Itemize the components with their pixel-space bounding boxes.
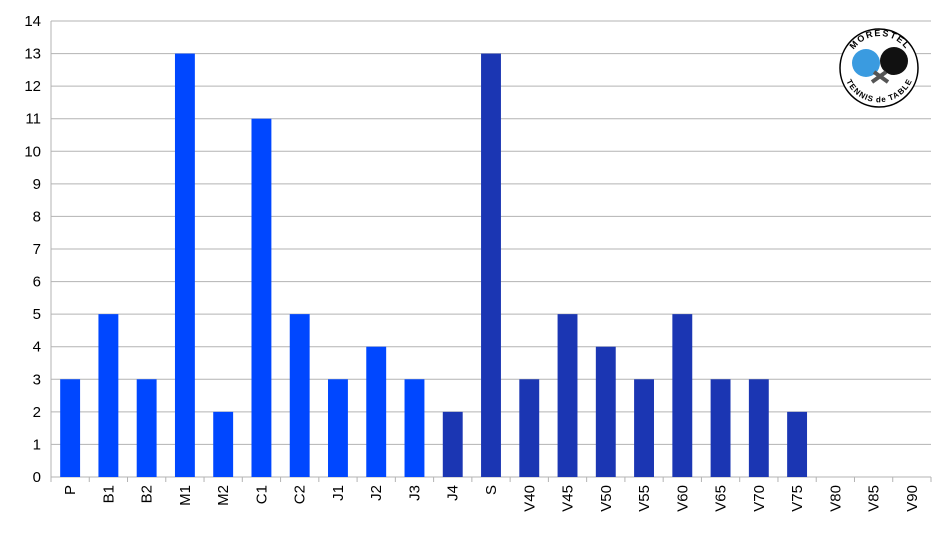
x-tick-label: J4 (445, 485, 462, 501)
x-tick-label: V50 (598, 485, 615, 512)
bar (251, 118, 272, 477)
bar (634, 379, 654, 477)
bar (595, 346, 616, 477)
x-tick-label: M2 (215, 485, 232, 506)
bar (174, 53, 195, 477)
x-tick-label: M1 (177, 485, 194, 506)
logo: MORESTEL TENNIS de TABLE (839, 28, 919, 108)
bar (366, 346, 387, 477)
x-tick-label: C2 (292, 485, 309, 504)
bar (136, 379, 157, 477)
x-tick-label: J1 (330, 485, 347, 501)
bar (442, 411, 463, 477)
x-tick-label: B1 (100, 485, 117, 503)
y-tick-label: 12 (24, 78, 41, 95)
y-tick-label: 4 (33, 339, 41, 356)
bar (481, 53, 501, 477)
x-tick-label: V80 (827, 485, 844, 512)
x-tick-label: C1 (253, 485, 270, 504)
x-tick-label: V65 (713, 485, 730, 512)
y-tick-label: 11 (25, 111, 41, 128)
logo-paddle-blue (852, 49, 880, 77)
x-tick-label: V40 (521, 485, 538, 512)
bar (519, 379, 540, 477)
bar (404, 379, 425, 477)
bar (213, 411, 234, 477)
bar (289, 314, 310, 477)
bar (557, 314, 578, 477)
y-tick-label: 13 (24, 46, 41, 63)
bar (328, 379, 348, 477)
x-tick-label: P (62, 485, 79, 495)
x-tick-label: V90 (904, 485, 921, 512)
bar (787, 411, 808, 477)
y-tick-label: 8 (33, 208, 41, 225)
bar (672, 314, 693, 477)
bar (748, 379, 769, 477)
bar (710, 379, 731, 477)
y-tick-label: 7 (33, 241, 41, 258)
y-tick-label: 2 (33, 404, 41, 421)
bar (98, 314, 119, 477)
logo-paddle-black (880, 47, 908, 75)
y-tick-label: 6 (33, 274, 41, 291)
x-tick-label: J2 (368, 485, 385, 501)
y-tick-label: 1 (33, 436, 41, 453)
x-tick-label: B2 (139, 485, 156, 503)
y-tick-label: 9 (33, 176, 41, 193)
x-tick-label: V75 (789, 485, 806, 512)
bar (60, 379, 81, 477)
x-tick-label: V60 (674, 485, 691, 512)
x-tick-label: V45 (560, 485, 577, 512)
y-tick-label: 0 (33, 469, 41, 486)
y-tick-label: 10 (24, 143, 41, 160)
x-tick-label: V55 (636, 485, 653, 512)
x-tick-label: V85 (866, 485, 883, 512)
x-tick-label: J3 (406, 485, 423, 501)
logo-handle (870, 70, 888, 84)
y-tick-label: 3 (33, 371, 41, 388)
x-tick-label: S (483, 485, 500, 495)
x-tick-label: V70 (751, 485, 768, 512)
y-tick-label: 14 (24, 13, 41, 30)
y-tick-label: 5 (33, 306, 41, 323)
